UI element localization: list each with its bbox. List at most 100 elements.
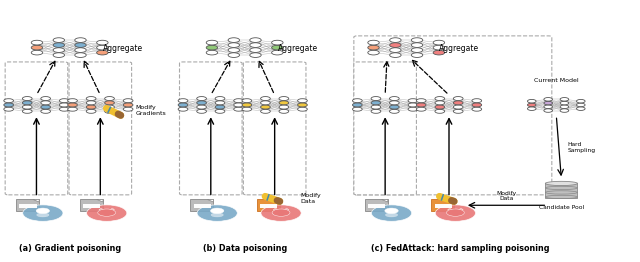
- Circle shape: [279, 105, 289, 109]
- Circle shape: [105, 105, 115, 109]
- Circle shape: [31, 50, 43, 55]
- Text: Modify
Data: Modify Data: [496, 190, 516, 201]
- Circle shape: [215, 97, 225, 101]
- Circle shape: [4, 99, 13, 103]
- Circle shape: [390, 48, 401, 52]
- Circle shape: [544, 105, 552, 108]
- Circle shape: [228, 43, 239, 47]
- Circle shape: [124, 107, 133, 111]
- Circle shape: [385, 208, 398, 214]
- Circle shape: [105, 97, 115, 101]
- Circle shape: [250, 53, 261, 57]
- Circle shape: [371, 109, 381, 113]
- Circle shape: [36, 208, 49, 214]
- FancyBboxPatch shape: [431, 199, 454, 211]
- Text: Aggregate: Aggregate: [440, 44, 479, 53]
- Circle shape: [412, 53, 423, 57]
- FancyBboxPatch shape: [354, 62, 417, 195]
- Circle shape: [215, 101, 225, 105]
- Circle shape: [560, 97, 569, 101]
- Circle shape: [124, 103, 133, 107]
- Circle shape: [353, 107, 362, 111]
- Circle shape: [408, 103, 418, 107]
- Circle shape: [271, 50, 283, 55]
- Circle shape: [433, 50, 445, 55]
- Circle shape: [453, 109, 463, 113]
- FancyBboxPatch shape: [545, 183, 577, 198]
- Circle shape: [250, 38, 261, 42]
- Circle shape: [368, 50, 380, 55]
- Circle shape: [368, 40, 380, 45]
- Circle shape: [260, 109, 270, 113]
- Circle shape: [105, 101, 115, 105]
- Polygon shape: [99, 208, 103, 210]
- Circle shape: [527, 100, 536, 103]
- Circle shape: [371, 205, 412, 221]
- Circle shape: [371, 97, 381, 101]
- Circle shape: [22, 97, 32, 101]
- Circle shape: [353, 99, 362, 103]
- Circle shape: [206, 45, 218, 50]
- Circle shape: [41, 105, 51, 109]
- Polygon shape: [381, 199, 388, 202]
- Circle shape: [260, 97, 270, 101]
- Circle shape: [260, 101, 270, 105]
- FancyBboxPatch shape: [69, 62, 132, 195]
- Circle shape: [412, 43, 423, 47]
- Circle shape: [41, 109, 51, 113]
- Circle shape: [435, 97, 445, 101]
- Circle shape: [435, 105, 445, 109]
- Circle shape: [544, 109, 552, 112]
- Circle shape: [560, 101, 569, 105]
- Circle shape: [53, 43, 65, 47]
- FancyBboxPatch shape: [243, 62, 306, 195]
- Circle shape: [371, 101, 381, 105]
- Circle shape: [368, 45, 380, 50]
- Text: Aggregate: Aggregate: [278, 44, 318, 53]
- Polygon shape: [273, 208, 278, 210]
- Circle shape: [206, 50, 218, 55]
- Circle shape: [75, 53, 86, 57]
- Circle shape: [75, 48, 86, 52]
- Circle shape: [435, 101, 445, 105]
- Circle shape: [22, 109, 32, 113]
- Circle shape: [577, 107, 585, 111]
- Circle shape: [271, 40, 283, 45]
- Circle shape: [86, 109, 96, 113]
- Circle shape: [178, 107, 188, 111]
- Circle shape: [544, 101, 552, 105]
- Circle shape: [68, 99, 77, 103]
- Polygon shape: [110, 208, 115, 210]
- Circle shape: [271, 45, 283, 50]
- Polygon shape: [284, 208, 289, 210]
- Circle shape: [260, 105, 270, 109]
- Circle shape: [472, 99, 482, 103]
- Circle shape: [228, 53, 239, 57]
- Text: Modify
Gradients: Modify Gradients: [136, 105, 166, 116]
- Circle shape: [390, 97, 399, 101]
- Circle shape: [417, 107, 426, 111]
- FancyBboxPatch shape: [179, 62, 242, 195]
- Circle shape: [196, 101, 207, 105]
- FancyBboxPatch shape: [354, 36, 552, 195]
- Circle shape: [560, 109, 569, 112]
- Circle shape: [234, 107, 243, 111]
- Circle shape: [97, 40, 108, 45]
- Circle shape: [353, 103, 362, 107]
- Circle shape: [215, 109, 225, 113]
- Circle shape: [453, 101, 463, 105]
- Circle shape: [242, 107, 252, 111]
- FancyBboxPatch shape: [190, 199, 214, 211]
- Text: (b) Data poisoning: (b) Data poisoning: [202, 244, 287, 254]
- Ellipse shape: [211, 213, 223, 217]
- Circle shape: [60, 107, 69, 111]
- Circle shape: [242, 99, 252, 103]
- Text: Current Model: Current Model: [534, 78, 579, 83]
- Circle shape: [242, 103, 252, 107]
- Circle shape: [433, 45, 445, 50]
- Circle shape: [4, 103, 13, 107]
- Circle shape: [215, 105, 225, 109]
- Circle shape: [453, 105, 463, 109]
- Circle shape: [98, 209, 116, 216]
- Circle shape: [472, 103, 482, 107]
